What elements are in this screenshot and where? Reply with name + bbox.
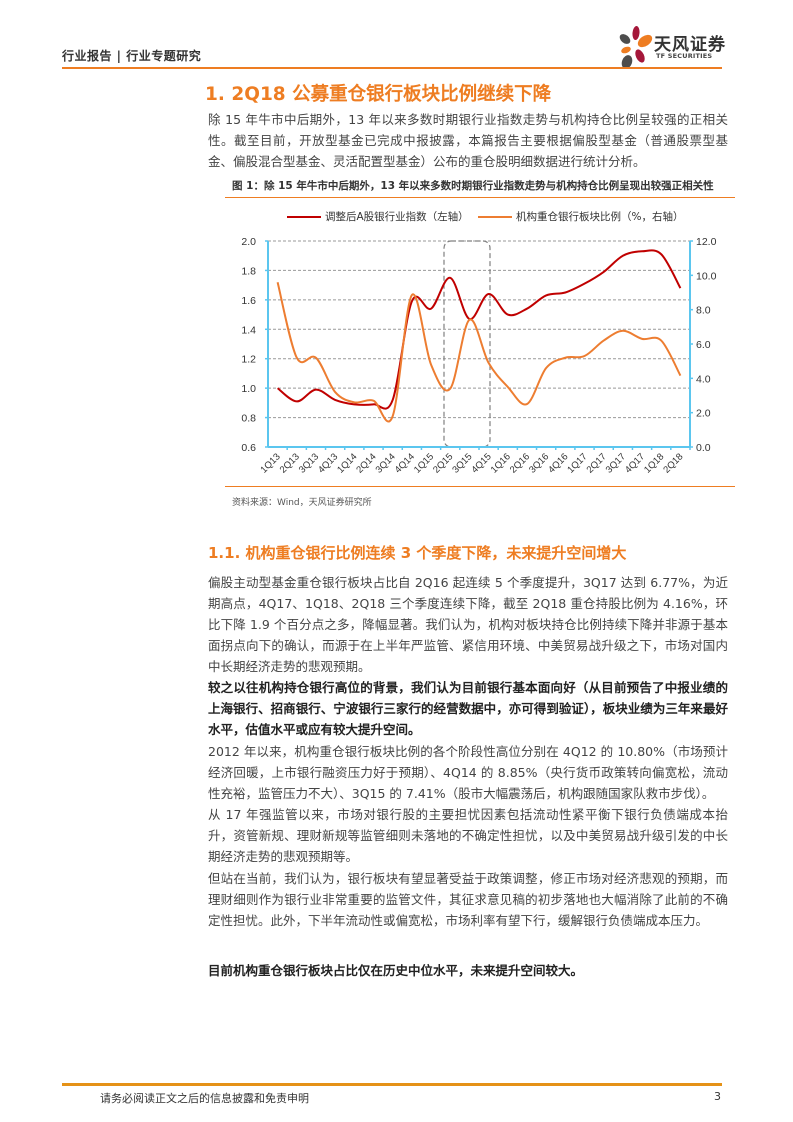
figure-top-divider: [225, 197, 735, 198]
line-chart: 2.0 1.8 1.6 1.4 1.2 1.0 0.8 0.6 12.0 10.0 8.0 6.0 4…: [241, 236, 717, 476]
svg-text:4.0: 4.0: [696, 373, 711, 385]
paragraph-2-bold: 较之以往机构持仓银行高位的背景，我们认为目前银行基本面向好（从目前预告了中报业绩…: [208, 680, 728, 737]
svg-text:8.0: 8.0: [696, 305, 711, 317]
paragraph-5: 但站在当前，我们认为，银行板块有望显著受益于政策调整，修正市场对经济悲观的预期，…: [208, 871, 728, 928]
series-holding-ratio: [276, 281, 682, 423]
svg-text:1.6: 1.6: [241, 295, 256, 307]
svg-text:4Q14: 4Q14: [393, 451, 417, 475]
svg-text:12.0: 12.0: [696, 236, 717, 248]
logo-name-en: TF SECURITIES: [656, 52, 713, 60]
svg-text:1.8: 1.8: [241, 265, 256, 277]
svg-text:6.0: 6.0: [696, 339, 711, 351]
svg-text:3Q16: 3Q16: [527, 451, 551, 475]
svg-text:2.0: 2.0: [241, 236, 256, 248]
figure-bottom-divider: [225, 486, 735, 487]
svg-text:4Q17: 4Q17: [623, 451, 647, 475]
svg-text:2Q14: 2Q14: [354, 451, 378, 475]
logo-petals-icon: [619, 26, 653, 69]
paragraph-6-bold: 目前机构重仓银行板块占比仅在历史中位水平，未来提升空间较大。: [208, 963, 584, 978]
svg-text:1.4: 1.4: [241, 324, 256, 336]
legend-swatch-orange: [478, 215, 512, 218]
svg-text:2Q13: 2Q13: [278, 451, 302, 475]
svg-text:2Q15: 2Q15: [431, 451, 455, 475]
legend-label: 调整后A股银行业指数（左轴）: [325, 211, 469, 223]
series-bank-index: [276, 249, 682, 410]
legend-label: 机构重仓银行板块比例（%，右轴）: [516, 211, 684, 223]
header-divider: [62, 67, 722, 69]
paragraph-1: 偏股主动型基金重仓银行板块占比自 2Q16 起连续 5 个季度提升，3Q17 达…: [208, 575, 728, 674]
subsection-title: 1.1. 机构重仓银行比例连续 3 个季度下降，未来提升空间增大: [208, 544, 627, 562]
chart-gridlines: [268, 240, 690, 419]
svg-text:0.8: 0.8: [241, 413, 256, 425]
legend-item-holding-ratio: 机构重仓银行板块比例（%，右轴）: [478, 209, 683, 224]
svg-text:4Q16: 4Q16: [546, 451, 570, 475]
svg-text:2Q18: 2Q18: [661, 451, 685, 475]
figure-source: 资料来源：Wind，天风证券研究所: [232, 498, 372, 508]
highlight-box: [443, 240, 491, 448]
svg-text:0.0: 0.0: [696, 442, 711, 454]
figure-title: 图 1：除 15 年牛市中后期外，13 年以来多数时期银行业指数走势与机构持仓比…: [232, 180, 714, 192]
svg-text:3Q13: 3Q13: [297, 451, 321, 475]
svg-text:2.0: 2.0: [696, 408, 711, 420]
legend-item-bank-index: 调整后A股银行业指数（左轴）: [287, 209, 469, 224]
svg-text:3Q17: 3Q17: [604, 451, 628, 475]
svg-text:0.6: 0.6: [241, 442, 256, 454]
disclaimer-text: 请务必阅读正文之后的信息披露和免责申明: [100, 1092, 309, 1105]
svg-text:3Q14: 3Q14: [374, 451, 398, 475]
svg-text:1Q16: 1Q16: [489, 451, 513, 475]
logo-name-cn: 天风证券: [654, 35, 726, 55]
legend-swatch-red: [287, 215, 321, 218]
paragraph-4: 从 17 年强监管以来，市场对银行股的主要担忧因素包括流动性紧平衡下银行负债端成…: [208, 807, 728, 864]
section-title: 1. 2Q18 公募重仓银行板块比例继续下降: [205, 84, 552, 105]
svg-text:1Q13: 1Q13: [258, 451, 282, 475]
x-axis-ticks: 1Q132Q133Q134Q131Q142Q143Q144Q141Q152Q15…: [258, 447, 691, 476]
company-logo: 天风证券 TF SECURITIES: [616, 24, 736, 70]
svg-text:1Q17: 1Q17: [565, 451, 589, 475]
svg-text:1.0: 1.0: [241, 383, 256, 395]
svg-text:4Q13: 4Q13: [316, 451, 340, 475]
footer-divider: [62, 1083, 722, 1086]
intro-paragraph: 除 15 年牛市中后期外，13 年以来多数时期银行业指数走势与机构持仓比例呈较强…: [208, 112, 728, 169]
left-axis-ticks: 2.0 1.8 1.6 1.4 1.2 1.0 0.8 0.6: [241, 236, 268, 454]
svg-text:3Q15: 3Q15: [450, 451, 474, 475]
svg-text:2Q17: 2Q17: [585, 451, 609, 475]
svg-text:1.2: 1.2: [241, 354, 256, 366]
svg-text:1Q15: 1Q15: [412, 451, 436, 475]
svg-text:10.0: 10.0: [696, 270, 717, 282]
right-axis-ticks: 12.0 10.0 8.0 6.0 4.0 2.0 0.0: [690, 236, 717, 454]
svg-text:1Q14: 1Q14: [335, 451, 359, 475]
paragraph-3: 2012 年以来，机构重仓银行板块比例的各个阶段性高位分别在 4Q12 的 10…: [208, 744, 728, 801]
svg-text:2Q16: 2Q16: [508, 451, 532, 475]
report-type-label: 行业报告 | 行业专题研究: [62, 49, 202, 63]
svg-text:1Q18: 1Q18: [642, 451, 666, 475]
page-number: 3: [714, 1090, 721, 1103]
svg-text:4Q15: 4Q15: [469, 451, 493, 475]
